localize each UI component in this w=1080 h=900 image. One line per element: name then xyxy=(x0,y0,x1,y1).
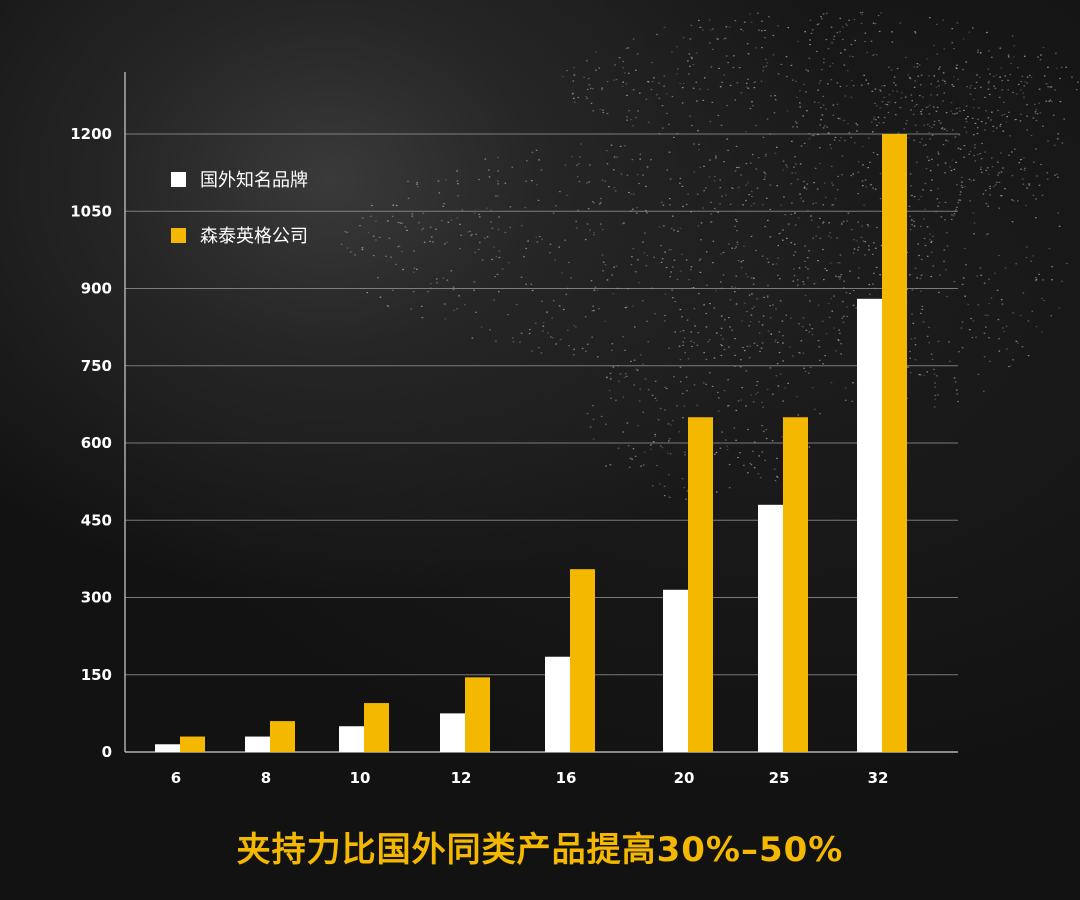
x-tick-label: 8 xyxy=(261,769,271,787)
x-tick-label: 10 xyxy=(350,769,371,787)
legend-label: 森泰英格公司 xyxy=(200,226,308,247)
bar-company-32 xyxy=(882,134,907,752)
bar-foreign-brand-25 xyxy=(758,504,783,752)
y-tick-label: 750 xyxy=(81,357,112,375)
bar-company-6 xyxy=(180,736,205,752)
legend-swatch xyxy=(171,228,186,243)
y-tick-label: 150 xyxy=(81,666,112,684)
x-tick-label: 25 xyxy=(769,769,790,787)
x-tick-label: 20 xyxy=(674,769,695,787)
x-tick-label: 12 xyxy=(451,769,472,787)
y-tick-label: 450 xyxy=(81,511,112,529)
bar-foreign-brand-6 xyxy=(155,744,180,752)
bar-company-10 xyxy=(364,703,389,752)
legend-label: 国外知名品牌 xyxy=(200,170,308,191)
bar-company-16 xyxy=(570,569,595,752)
y-tick-label: 0 xyxy=(102,743,112,761)
y-tick-label: 300 xyxy=(81,589,112,607)
bar-foreign-brand-12 xyxy=(440,713,465,752)
x-tick-label: 6 xyxy=(171,769,181,787)
bar-foreign-brand-20 xyxy=(663,589,688,752)
bar-company-25 xyxy=(783,417,808,752)
bar-foreign-brand-10 xyxy=(339,726,364,752)
y-tick-label: 1050 xyxy=(70,202,112,220)
bar-foreign-brand-8 xyxy=(245,736,270,752)
bar-company-12 xyxy=(465,677,490,752)
bar-foreign-brand-32 xyxy=(857,298,882,752)
bar-foreign-brand-16 xyxy=(545,656,570,752)
x-tick-label: 32 xyxy=(868,769,889,787)
bar-company-8 xyxy=(270,721,295,752)
bar-chart: 0 150 300 450 600 750 900 1050 1200 6 8 10 12 16 20 25 3… xyxy=(70,72,958,787)
chart-caption: 夹持力比国外同类产品提高30%–50% xyxy=(236,830,844,870)
bar-company-20 xyxy=(688,417,713,752)
y-tick-label: 1200 xyxy=(70,125,112,143)
y-tick-label: 900 xyxy=(81,280,112,298)
x-tick-label: 16 xyxy=(556,769,577,787)
legend-swatch xyxy=(171,172,186,187)
y-tick-label: 600 xyxy=(81,434,112,452)
